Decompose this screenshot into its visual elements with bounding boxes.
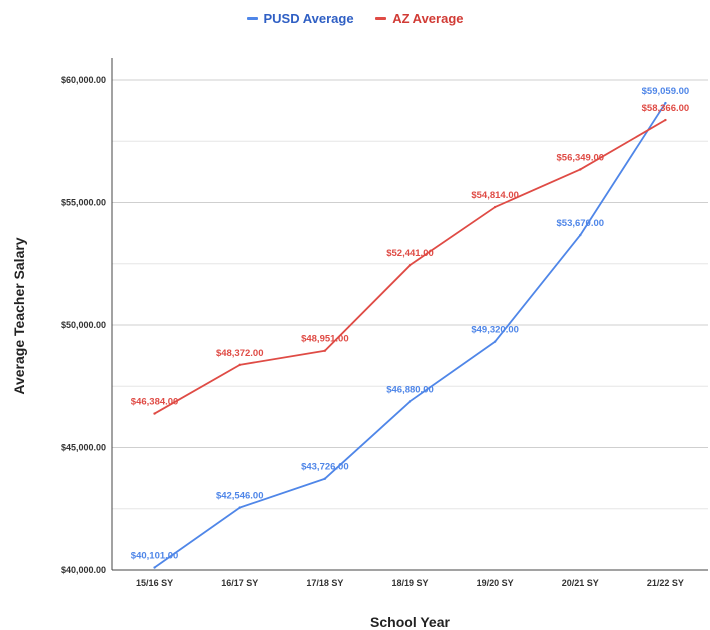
- data-point-az: [323, 349, 327, 352]
- data-label-pusd: $49,320.00: [471, 325, 519, 336]
- data-label-pusd: $40,101.00: [131, 551, 179, 562]
- data-point-az: [664, 118, 667, 122]
- legend-swatch-az: [375, 17, 387, 20]
- y-tick-label: $45,000.00: [61, 443, 106, 453]
- data-point-pusd: [664, 101, 667, 105]
- x-tick-label: 21/22 SY: [647, 578, 684, 588]
- x-tick-labels: 15/16 SY 16/17 SY 17/18 SY 18/19 SY 19/20 SY…: [136, 578, 684, 588]
- legend-swatch-pusd: [246, 17, 258, 20]
- data-point-az: [153, 412, 156, 415]
- y-tick-label: $50,000.00: [61, 320, 106, 330]
- grid-lines: [112, 79, 708, 571]
- y-tick-label: $40,000.00: [61, 565, 106, 575]
- data-point-az: [579, 168, 582, 171]
- data-point-pusd: [579, 233, 582, 237]
- data-label-az: $54,814.00: [471, 190, 519, 201]
- x-tick-label: 19/20 SY: [477, 578, 514, 588]
- x-tick-label: 16/17 SY: [221, 578, 258, 588]
- data-point-az: [493, 205, 497, 209]
- y-tick-label: $55,000.00: [61, 198, 106, 208]
- data-labels: $40,101.00 $42,546.00 $43,726.00 $46,880.00…: [131, 86, 689, 561]
- data-label-pusd: $42,546.00: [216, 491, 264, 502]
- x-axis-title: School Year: [370, 614, 450, 630]
- legend-item-az: AZ Average: [375, 11, 464, 26]
- data-point-az: [408, 263, 412, 267]
- legend-item-pusd: PUSD Average: [246, 11, 354, 26]
- data-label-pusd: $53,670.00: [557, 218, 605, 229]
- data-point-pusd: [323, 477, 327, 480]
- data-point-pusd: [153, 566, 156, 569]
- data-label-az: $46,384.00: [131, 397, 179, 408]
- data-point-az: [238, 363, 241, 367]
- y-tick-label: $60,000.00: [61, 75, 106, 85]
- x-tick-label: 18/19 SY: [391, 578, 428, 588]
- data-label-az: $58,366.00: [642, 103, 690, 114]
- chart-legend: PUSD Average AZ Average: [0, 8, 710, 26]
- legend-label-az: AZ Average: [392, 11, 464, 26]
- data-label-pusd: $46,880.00: [386, 384, 434, 395]
- data-label-az: $48,372.00: [216, 348, 264, 359]
- data-label-az: $56,349.00: [557, 152, 605, 163]
- legend-label-pusd: PUSD Average: [263, 11, 354, 26]
- x-tick-label: 15/16 SY: [136, 578, 173, 588]
- data-point-pusd: [238, 506, 241, 509]
- data-label-pusd: $43,726.00: [301, 462, 349, 473]
- series-lines: [153, 101, 667, 569]
- series-line-az: [154, 119, 666, 415]
- x-tick-label: 17/18 SY: [306, 578, 343, 588]
- x-tick-label: 20/21 SY: [562, 578, 599, 588]
- data-point-pusd: [408, 400, 412, 403]
- data-point-pusd: [493, 340, 497, 343]
- data-label-az: $48,951.00: [301, 334, 349, 345]
- y-axis-title: Average Teacher Salary: [11, 237, 27, 394]
- data-label-az: $52,441.00: [386, 248, 434, 259]
- y-tick-labels: $40,000.00 $45,000.00 $50,000.00 $55,000.00…: [61, 75, 106, 575]
- data-label-pusd: $59,059.00: [642, 86, 690, 97]
